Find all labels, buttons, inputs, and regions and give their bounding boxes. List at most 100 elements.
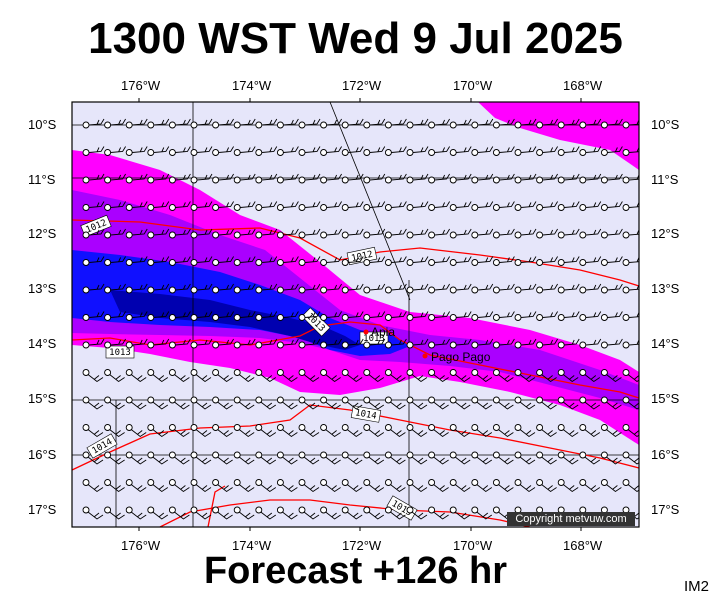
wind-barb bbox=[514, 338, 537, 349]
wind-barb bbox=[190, 118, 213, 129]
wind-barb bbox=[341, 506, 363, 520]
place-label-pago-pago: Pago Pago bbox=[431, 350, 491, 364]
wind-barb bbox=[449, 173, 472, 184]
forecast-hour-label: Forecast +126 hr bbox=[203, 550, 508, 592]
wind-barb bbox=[147, 369, 169, 383]
wind-barb bbox=[514, 256, 537, 266]
wind-barb bbox=[406, 451, 428, 465]
wind-barb bbox=[406, 118, 429, 129]
wind-barb bbox=[190, 283, 213, 294]
wind-barb bbox=[557, 311, 580, 321]
wind-barb bbox=[125, 424, 147, 438]
wind-barb bbox=[536, 173, 558, 184]
wind-barb bbox=[233, 201, 256, 211]
wind-barb bbox=[384, 479, 406, 493]
wind-barb bbox=[212, 506, 233, 520]
frame-ticks bbox=[138, 98, 582, 531]
wind-barb bbox=[428, 173, 450, 184]
wind-barb bbox=[514, 201, 537, 211]
wind-barb bbox=[406, 506, 428, 520]
wind-barb bbox=[406, 396, 428, 410]
wind-barb bbox=[276, 369, 298, 383]
wind-barb bbox=[492, 369, 514, 383]
lon-label-bottom: 170°W bbox=[453, 538, 493, 553]
wind-barb bbox=[233, 424, 255, 438]
wind-barb bbox=[428, 201, 450, 211]
lon-label-bottom: 176°W bbox=[121, 538, 161, 553]
wind-barb bbox=[190, 311, 213, 321]
wind-barb bbox=[492, 396, 514, 410]
wind-barb bbox=[320, 311, 342, 321]
apia-marker bbox=[363, 329, 369, 335]
wind-barb bbox=[471, 479, 493, 493]
wind-barb bbox=[363, 146, 386, 156]
wind-barb bbox=[384, 451, 406, 465]
wind-barb bbox=[125, 369, 147, 383]
wind-barb bbox=[492, 311, 515, 321]
wind-barb bbox=[449, 201, 472, 211]
wind-barb bbox=[536, 228, 558, 239]
wind-barb bbox=[384, 118, 407, 129]
wind-barb bbox=[320, 118, 342, 129]
lat-label-right: 13°S bbox=[651, 281, 680, 296]
place-markers: Apia Pago Pago bbox=[363, 325, 491, 364]
wind-barb bbox=[320, 424, 341, 438]
wind-barb bbox=[147, 311, 170, 321]
wind-barb bbox=[147, 283, 170, 294]
wind-barb bbox=[622, 369, 639, 383]
wind-barb bbox=[168, 479, 190, 493]
wind-barb bbox=[557, 201, 580, 211]
wind-barb bbox=[428, 424, 449, 438]
pago-pago-marker bbox=[422, 353, 428, 359]
wind-barb bbox=[255, 338, 278, 349]
wind-barb bbox=[363, 228, 386, 239]
wind-barb bbox=[168, 146, 191, 156]
wind-barb bbox=[600, 256, 623, 266]
wind-barb bbox=[147, 396, 169, 410]
wind-barb bbox=[579, 228, 602, 239]
wind-barb bbox=[190, 479, 212, 493]
wind-barb bbox=[298, 506, 320, 520]
wind-barb bbox=[492, 228, 515, 239]
wind-barb bbox=[212, 118, 234, 129]
wind-barb bbox=[147, 479, 169, 493]
wind-barb bbox=[579, 424, 601, 438]
wind-barb bbox=[406, 146, 429, 156]
wind-barb bbox=[104, 118, 126, 129]
wind-barb bbox=[104, 369, 125, 383]
wind-barb bbox=[557, 338, 580, 349]
copyright-badge: Copyright metvuw.com bbox=[507, 512, 635, 526]
wind-barb bbox=[147, 173, 170, 184]
wind-barb bbox=[104, 173, 126, 184]
lat-label-right: 14°S bbox=[651, 336, 680, 351]
wind-barb bbox=[514, 311, 537, 321]
wind-barb bbox=[233, 506, 255, 520]
wind-barb bbox=[190, 396, 212, 410]
lat-label-left: 13°S bbox=[28, 281, 57, 296]
wind-barb bbox=[449, 228, 472, 239]
wind-barb bbox=[341, 479, 363, 493]
wind-barb bbox=[341, 173, 364, 184]
wind-barb bbox=[428, 118, 450, 129]
wind-barb bbox=[212, 146, 234, 156]
lat-label-right: 10°S bbox=[651, 117, 680, 132]
wind-barb bbox=[492, 451, 514, 465]
wind-barb bbox=[147, 146, 170, 156]
wind-barb bbox=[276, 311, 299, 321]
wind-barb bbox=[428, 228, 450, 239]
wind-barb bbox=[536, 283, 558, 294]
wind-barb bbox=[492, 118, 515, 129]
wind-barb bbox=[363, 201, 386, 211]
wind-barb bbox=[579, 451, 601, 465]
wind-barb bbox=[276, 146, 299, 156]
wind-barb bbox=[536, 256, 558, 266]
wind-barb bbox=[276, 118, 299, 129]
wind-barb bbox=[341, 338, 364, 349]
wind-barb bbox=[579, 479, 601, 493]
wind-barb bbox=[233, 396, 255, 410]
wind-barb bbox=[600, 424, 622, 438]
wind-barb bbox=[363, 118, 386, 129]
wind-barb bbox=[341, 396, 363, 410]
wind-barb bbox=[622, 396, 639, 410]
wind-barb bbox=[276, 479, 298, 493]
